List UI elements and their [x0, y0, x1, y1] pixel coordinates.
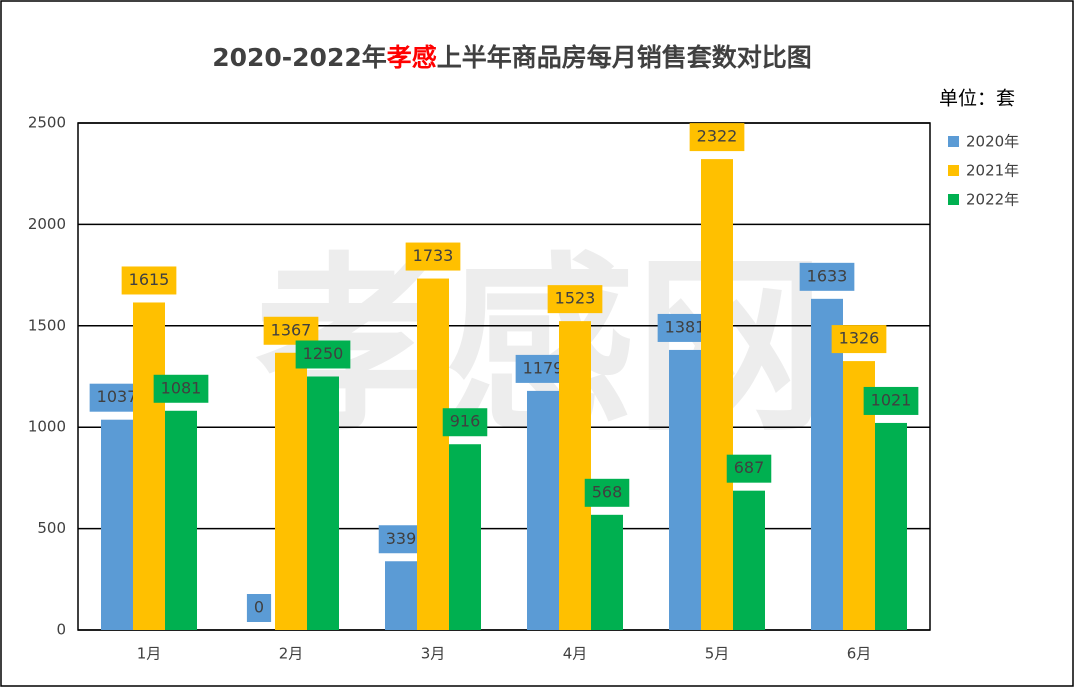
- data-label: 1381: [665, 317, 706, 336]
- data-label-box: [547, 285, 603, 314]
- bar: [275, 352, 307, 630]
- x-tick-label: 2月: [279, 645, 304, 663]
- y-tick-label: 500: [37, 519, 66, 537]
- data-label: 1250: [303, 344, 344, 363]
- data-label: 1633: [807, 266, 848, 285]
- bar: [417, 278, 449, 630]
- data-label: 1021: [871, 390, 912, 409]
- data-label: 1523: [555, 289, 596, 308]
- data-label-box: [442, 408, 488, 437]
- data-label-box: [378, 525, 424, 554]
- data-label: 1615: [129, 270, 170, 289]
- bar: [701, 159, 733, 631]
- legend-swatch: [948, 165, 959, 176]
- unit-label: 单位：套: [939, 88, 1015, 110]
- data-label-box: [689, 123, 745, 152]
- x-tick-label: 5月: [705, 645, 730, 663]
- x-tick-label: 4月: [563, 645, 588, 663]
- data-label-box: [246, 594, 272, 622]
- bar: [307, 376, 339, 630]
- legend-label: 2021年: [966, 162, 1019, 180]
- data-label: 1326: [839, 329, 880, 348]
- bar: [527, 390, 559, 630]
- bar: [733, 490, 765, 630]
- bar: [101, 419, 133, 630]
- data-label: 687: [734, 458, 765, 477]
- bar: [811, 298, 843, 630]
- x-tick-label: 3月: [421, 645, 446, 663]
- data-label-box: [405, 242, 461, 271]
- data-label: 568: [592, 482, 623, 501]
- bar: [165, 410, 197, 630]
- data-label-box: [263, 316, 319, 345]
- title-highlight: 孝感: [387, 43, 437, 72]
- data-label: 2322: [697, 127, 738, 146]
- data-label-box: [295, 340, 351, 369]
- data-label: 1733: [413, 246, 454, 265]
- x-tick-label: 1月: [137, 645, 162, 663]
- data-label: 0: [254, 598, 264, 617]
- data-label-box: [153, 374, 209, 403]
- title-part: 2020-2022年: [212, 43, 387, 72]
- bar: [559, 321, 591, 630]
- title-part: 上半年商品房每月销售套数对比图: [437, 43, 812, 72]
- data-label-box: [121, 266, 177, 295]
- y-tick-label: 2500: [28, 114, 66, 132]
- y-tick-label: 1000: [28, 418, 66, 436]
- legend-label: 2022年: [966, 191, 1019, 209]
- data-label-box: [863, 386, 919, 415]
- y-tick-label: 2000: [28, 215, 66, 233]
- data-label-box: [584, 478, 630, 507]
- legend-label: 2020年: [966, 133, 1019, 151]
- bar: [669, 349, 701, 630]
- data-label-box: [799, 262, 855, 291]
- data-label-box: [726, 454, 772, 483]
- legend-swatch: [948, 194, 959, 205]
- data-label: 1367: [271, 320, 312, 339]
- bar: [591, 514, 623, 630]
- bar: [449, 444, 481, 630]
- data-label: 1037: [97, 387, 138, 406]
- bar: [385, 561, 417, 630]
- data-label: 1179: [523, 358, 564, 377]
- y-tick-label: 1500: [28, 316, 66, 334]
- bar: [875, 422, 907, 630]
- bar: [133, 302, 165, 630]
- data-label-box: [831, 325, 887, 354]
- data-label: 339: [386, 529, 417, 548]
- y-tick-label: 0: [56, 621, 66, 639]
- data-label: 1081: [161, 378, 202, 397]
- x-tick-label: 6月: [847, 645, 872, 663]
- data-label: 916: [450, 412, 481, 431]
- chart-title: 2020-2022年孝感上半年商品房每月销售套数对比图: [212, 43, 812, 72]
- legend-swatch: [948, 136, 959, 147]
